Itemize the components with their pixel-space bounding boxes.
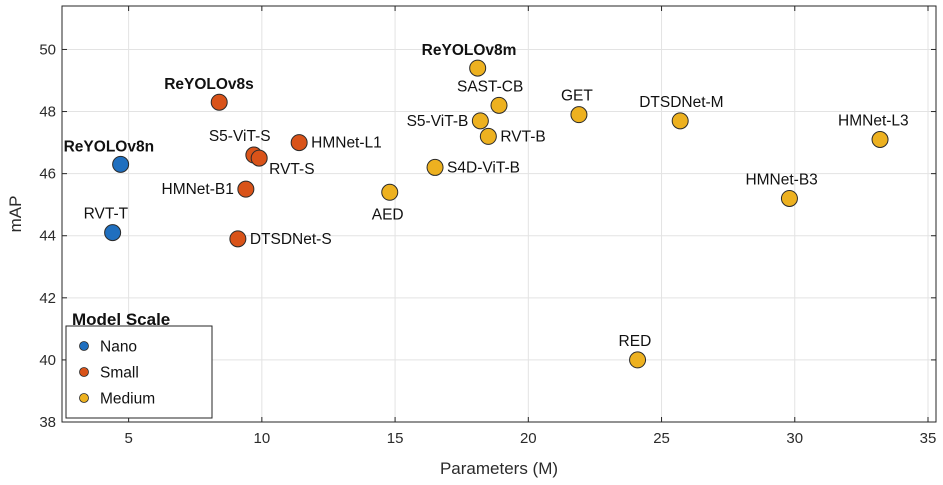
label-sast-cb: SAST-CB [457, 78, 523, 95]
y-tick-label-40: 40 [39, 352, 56, 369]
label-hmnet-b1: HMNet-B1 [162, 181, 234, 198]
legend-marker-nano [79, 341, 89, 351]
y-tick-label-42: 42 [39, 290, 56, 307]
label-rvt-s: RVT-S [269, 161, 314, 178]
point-hmnet-b1 [237, 180, 255, 198]
x-tick-label-5: 5 [124, 430, 132, 447]
legend-marker-medium [79, 393, 89, 403]
x-tick-label-15: 15 [387, 430, 404, 447]
point-s4d-vit-b [426, 158, 444, 176]
x-tick-label-10: 10 [254, 430, 271, 447]
y-axis-label: mAP [6, 196, 25, 233]
label-s5-vit-s: S5-ViT-S [209, 128, 271, 145]
legend-title: Model Scale [72, 310, 170, 329]
x-tick-label-35: 35 [920, 430, 937, 447]
x-axis-label: Parameters (M) [440, 459, 558, 478]
label-s4d-vit-b: S4D-ViT-B [447, 159, 520, 176]
label-rvt-t: RVT-T [84, 206, 129, 223]
point-reyolov8s [210, 93, 228, 111]
y-tick-label-46: 46 [39, 166, 56, 183]
point-rvt-b [479, 127, 497, 145]
point-hmnet-b3 [780, 189, 798, 207]
legend-label-medium: Medium [100, 391, 155, 408]
point-hmnet-l1 [290, 134, 308, 152]
axes: 5 10 15 20 25 30 35 38 40 42 44 46 48 50 Parameters (M… [6, 5, 937, 478]
label-reyolov8m: ReYOLOv8m [422, 42, 517, 59]
legend: Model Scale Nano Small Medium [65, 310, 213, 419]
point-s5-vit-b [471, 112, 489, 130]
point-dtsdnet-m [671, 112, 689, 130]
point-get [570, 106, 588, 124]
point-aed [381, 183, 399, 201]
y-tick-label-38: 38 [39, 414, 56, 431]
point-reyolov8m [469, 59, 487, 77]
point-reyolov8n [112, 155, 130, 173]
label-get: GET [561, 88, 593, 105]
legend-box [65, 325, 213, 419]
point-rvt-t [104, 224, 122, 242]
x-tick-label-20: 20 [520, 430, 537, 447]
label-s5-vit-b: S5-ViT-B [407, 113, 469, 130]
data-points [104, 59, 889, 369]
x-tick-label-30: 30 [786, 430, 803, 447]
point-rvt-s [250, 149, 268, 167]
label-dtsdnet-s: DTSDNet-S [250, 231, 332, 248]
legend-marker-small [79, 367, 89, 377]
point-red [629, 351, 647, 369]
point-dtsdnet-s [229, 230, 247, 248]
label-aed: AED [372, 206, 404, 223]
point-hmnet-l3 [871, 130, 889, 148]
point-sast-cb [490, 96, 508, 114]
legend-label-small: Small [100, 365, 139, 382]
label-red: RED [619, 333, 652, 350]
x-tick-label-25: 25 [653, 430, 670, 447]
label-hmnet-l1: HMNet-L1 [311, 135, 382, 152]
label-reyolov8n: ReYOLOv8n [64, 138, 154, 155]
legend-label-nano: Nano [100, 339, 137, 356]
label-hmnet-b3: HMNet-B3 [745, 171, 817, 188]
y-tick-label-48: 48 [39, 104, 56, 121]
label-reyolov8s: ReYOLOv8s [164, 76, 254, 93]
label-rvt-b: RVT-B [500, 128, 545, 145]
y-tick-label-50: 50 [39, 41, 56, 58]
plot-frame [61, 5, 937, 423]
label-hmnet-l3: HMNet-L3 [838, 112, 909, 129]
label-dtsdnet-m: DTSDNet-M [639, 94, 723, 111]
point-labels: ReYOLOv8n RVT-T ReYOLOv8s S5-ViT-S RVT-S HMNe… [64, 42, 909, 350]
y-tick-label-44: 44 [39, 228, 56, 245]
